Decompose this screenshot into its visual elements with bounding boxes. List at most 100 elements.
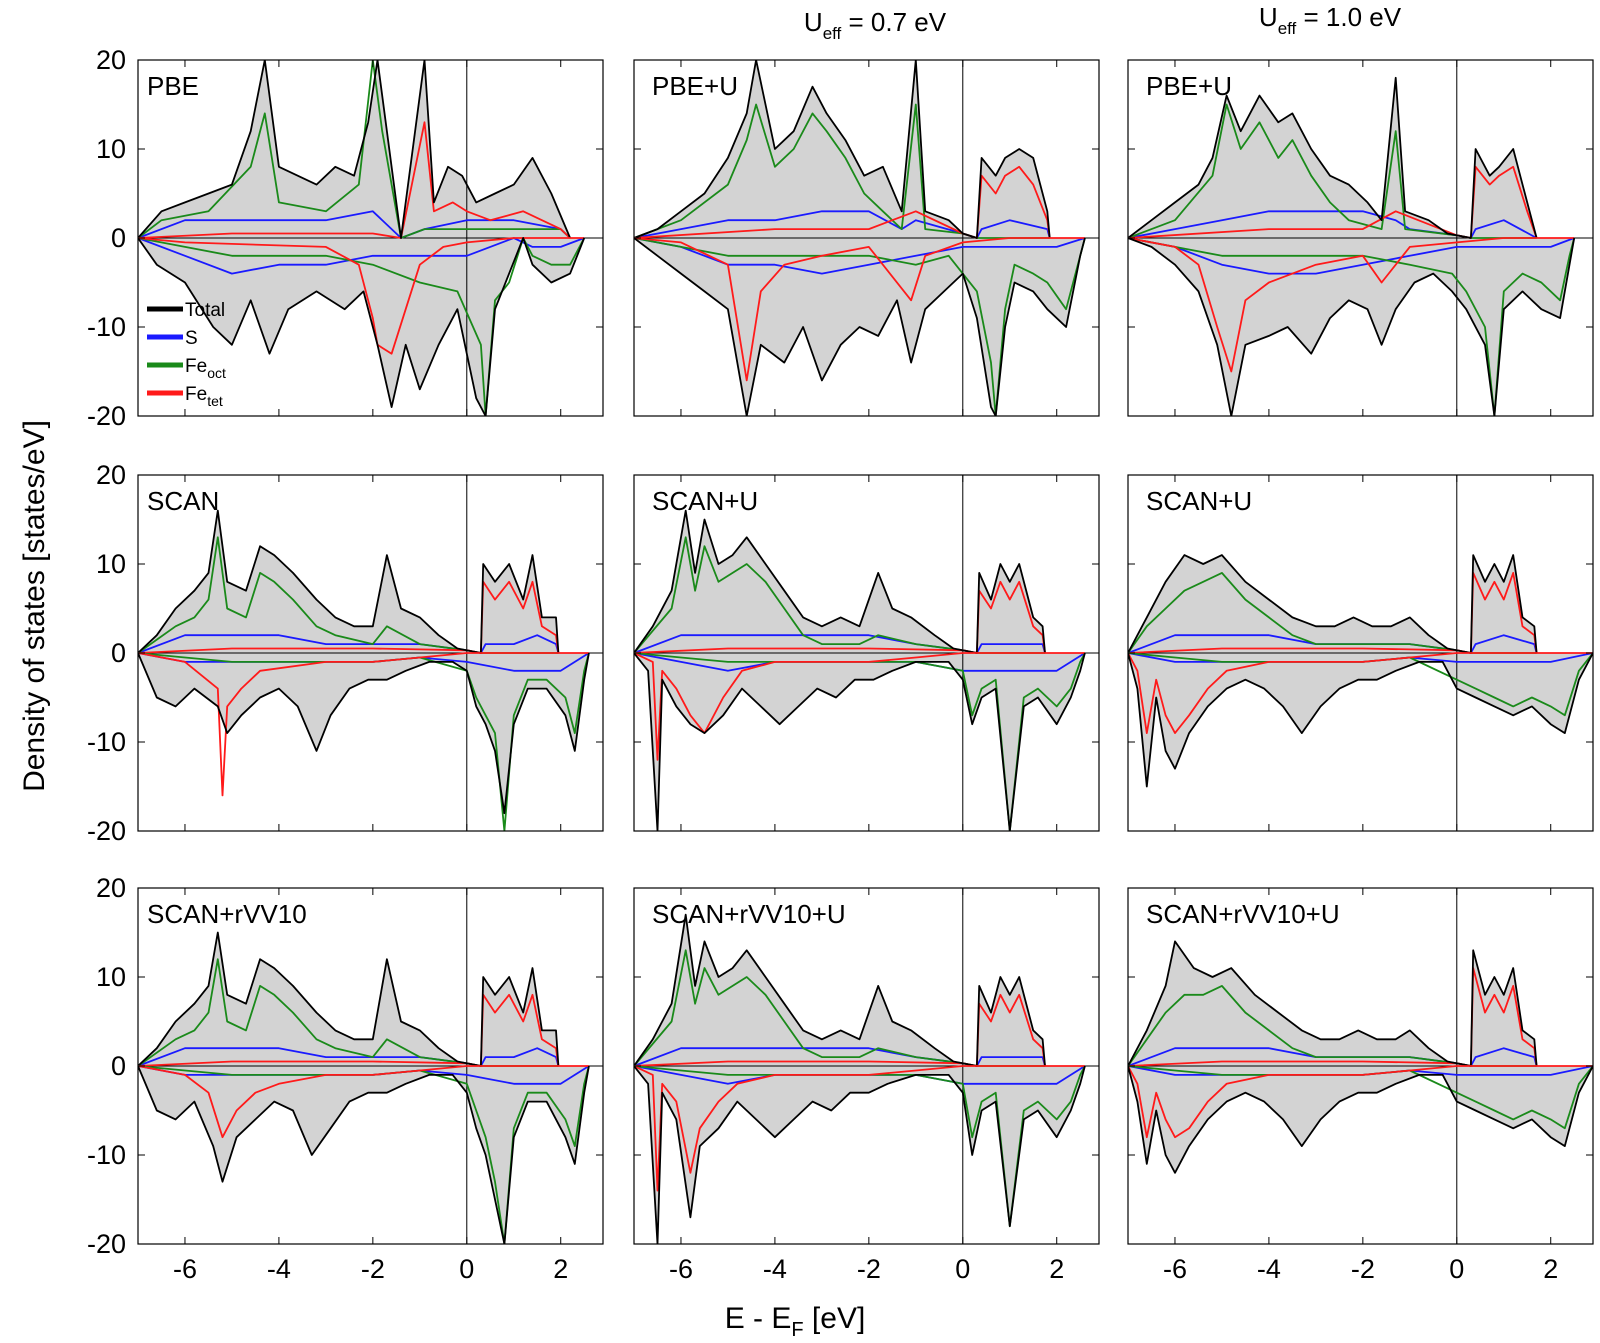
minority-fe-tet-line [634, 1065, 1085, 1192]
x-tick-label: -4 [267, 1254, 291, 1284]
plot-area [1128, 888, 1593, 1244]
minority-fe-oct-line [138, 237, 585, 416]
y-tick-label: 0 [111, 638, 126, 668]
column-title-sub: eff [823, 24, 842, 43]
minority-total-fill [138, 653, 589, 814]
minority-fe-tet-line [1128, 1065, 1593, 1139]
majority-fe-tet-line [634, 993, 1046, 1067]
y-tick-label: 10 [96, 134, 126, 164]
minority-fe-tet-line [1128, 237, 1575, 373]
x-tick-label: 0 [459, 1254, 474, 1284]
x-tick-label: -2 [857, 1254, 881, 1284]
y-tick-label: -10 [87, 312, 126, 342]
minority-fe-tet-line [634, 237, 1085, 382]
minority-s-line [1128, 237, 1575, 275]
majority-envelope-line [634, 509, 1046, 654]
majority-envelope-line [138, 931, 560, 1067]
minority-envelope-line [634, 237, 1086, 416]
column-title-base: U [1259, 2, 1278, 32]
panel-4: SCAN+U [633, 474, 1100, 832]
majority-total-fill [634, 60, 1050, 238]
majority-total-fill [138, 510, 559, 653]
minority-total-fill [1128, 653, 1593, 787]
majority-fe-tet-line [138, 993, 560, 1067]
legend-label-base: Total [185, 300, 225, 321]
majority-fe-oct-line [1128, 103, 1537, 239]
panel-label: SCAN+U [652, 486, 758, 516]
legend-label: S [185, 328, 198, 349]
minority-fe-oct-line [634, 1065, 1086, 1228]
x-tick-label: 2 [1049, 1254, 1064, 1284]
majority-envelope-line [1128, 940, 1538, 1067]
panel-label: SCAN+rVV10 [147, 899, 307, 929]
majority-total-fill [138, 60, 571, 238]
y-tick-label: -20 [87, 1229, 126, 1259]
x-tick-label: -2 [361, 1254, 385, 1284]
plot-area [138, 888, 603, 1244]
minority-s-line [138, 237, 585, 275]
y-axis-label: Density of states [states/eV] [18, 420, 51, 792]
majority-fe-tet-line [634, 165, 1051, 239]
legend-label: Total [185, 300, 225, 321]
x-tick-label: -6 [1163, 1254, 1187, 1284]
majority-s-line [138, 210, 571, 239]
majority-total-fill [138, 932, 559, 1066]
minority-fe-tet-line [138, 652, 589, 797]
majority-envelope-line [1128, 76, 1538, 239]
panel-7: -6 -4 -2 0 2 SCAN+rVV10+U [633, 887, 1100, 1284]
panel-label: SCAN [147, 486, 219, 516]
panel-2: PBE+U [1127, 59, 1594, 417]
minority-envelope-line [1128, 237, 1576, 416]
minority-fe-tet-line [634, 652, 1085, 761]
majority-envelope-line [138, 60, 571, 239]
minority-fe-tet-line [1128, 652, 1593, 734]
x-tick-label: -2 [1351, 1254, 1375, 1284]
majority-fe-oct-line [138, 60, 571, 239]
minority-fe-oct-line [1128, 237, 1576, 416]
minority-envelope-line [634, 652, 1086, 831]
plot-area [138, 475, 603, 831]
legend-label: Feoct [185, 356, 226, 381]
minority-envelope-line [138, 652, 590, 815]
minority-fe-tet-line [138, 1065, 589, 1139]
x-tick-label: 0 [955, 1254, 970, 1284]
majority-total-fill [634, 914, 1045, 1066]
plot-area [634, 60, 1099, 416]
panel-1: PBE+U [633, 59, 1100, 417]
legend-label-sub: oct [207, 365, 226, 381]
majority-fe-tet-line [138, 580, 560, 654]
y-tick-label: 0 [111, 1051, 126, 1081]
majority-envelope-line [1128, 554, 1538, 654]
minority-total-fill [1128, 238, 1575, 416]
panel-label: PBE [147, 71, 199, 101]
minority-fe-tet-line [138, 237, 585, 355]
x-tick-label: -4 [1257, 1254, 1281, 1284]
majority-fe-tet-line [634, 580, 1046, 654]
panel-5: SCAN+U [1127, 474, 1594, 832]
x-axis-label-sub: F [791, 1319, 803, 1341]
y-tick-label: 10 [96, 962, 126, 992]
y-tick-label: 10 [96, 549, 126, 579]
majority-envelope-line [634, 60, 1051, 239]
majority-fe-oct-line [634, 103, 1050, 239]
column-title-sub: eff [1278, 19, 1297, 38]
minority-fe-oct-line [1128, 652, 1593, 717]
minority-envelope-line [138, 1065, 590, 1244]
panel-label: SCAN+rVV10+U [1146, 899, 1340, 929]
majority-s-line [1128, 210, 1538, 239]
column-titles: Ueff = 0.7 eV Ueff = 1.0 eV [804, 2, 1402, 43]
minority-total-fill [634, 653, 1085, 831]
minority-envelope-line [634, 1065, 1086, 1244]
x-tick-label: -6 [173, 1254, 197, 1284]
majority-fe-tet-line [1128, 967, 1538, 1067]
majority-envelope-line [634, 913, 1046, 1067]
legend-label-base: S [185, 328, 198, 349]
plot-area [138, 60, 603, 416]
minority-envelope-line [1128, 652, 1593, 788]
panel-label: SCAN+U [1146, 486, 1252, 516]
majority-fe-oct-line [138, 536, 559, 654]
majority-fe-oct-line [1128, 985, 1537, 1067]
